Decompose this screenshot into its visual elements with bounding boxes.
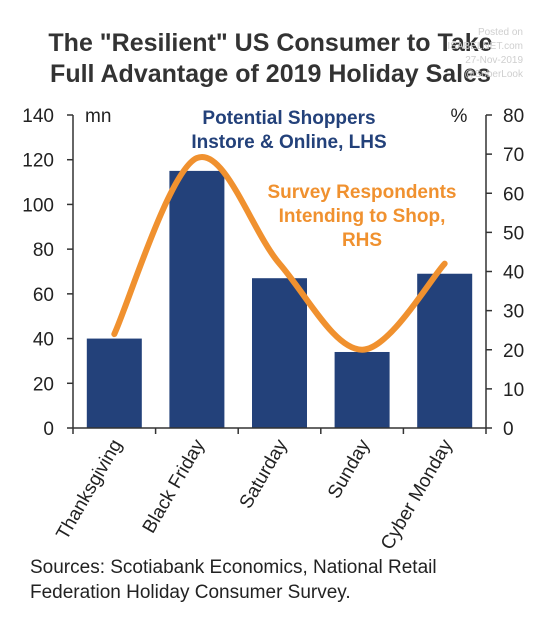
category-label-thanksgiving: Thanksgiving [52, 436, 126, 543]
left-axis-unit: mn [85, 106, 111, 127]
right-tick-label: 0 [503, 419, 514, 440]
right-tick-label: 70 [503, 145, 524, 166]
watermark: Posted on ISABELNET.com 27-Nov-2019 @Sob… [447, 26, 523, 82]
right-tick-label: 50 [503, 223, 524, 244]
bar-thanksgiving [86, 338, 142, 428]
source-note: Sources: Scotiabank Economics, National … [30, 555, 437, 605]
right-tick-label: 60 [503, 184, 524, 205]
chart-title: The "Resilient" US Consumer to Take Full… [0, 28, 541, 90]
source-note-line-2: Federation Holiday Consumer Survey. [30, 582, 351, 603]
chart-title-line-1: The "Resilient" US Consumer to Take [48, 29, 493, 57]
left-tick-label: 120 [22, 151, 54, 172]
bars-annotation-line-2: Instore & Online, LHS [191, 132, 386, 153]
bars-group [86, 170, 473, 428]
category-label-sunday: Sunday [324, 436, 375, 503]
watermark-line-4: @SoberLook [464, 69, 523, 80]
source-note-line-1: Sources: Scotiabank Economics, National … [30, 557, 437, 578]
watermark-line-3: 27-Nov-2019 [465, 55, 523, 66]
right-tick-label: 10 [503, 380, 524, 401]
left-tick-label: 100 [22, 195, 54, 216]
axes-group [67, 114, 492, 434]
bars-annotation-line-1: Potential Shoppers [202, 108, 375, 129]
left-tick-label: 140 [22, 106, 54, 127]
category-label-cyber-monday: Cyber Monday [377, 436, 457, 554]
right-tick-label: 20 [503, 341, 524, 362]
line-annotation-line-2: Intending to Shop, [279, 206, 446, 227]
left-tick-label: 60 [33, 285, 54, 306]
category-label-black-friday: Black Friday [139, 436, 210, 537]
left-tick-label: 0 [43, 419, 54, 440]
watermark-line-2: ISABELNET.com [447, 41, 523, 52]
line-group [111, 154, 448, 353]
bar-cyber-monday [417, 273, 473, 428]
left-tick-label: 80 [33, 240, 54, 261]
bar-saturday [252, 278, 307, 428]
bar-sunday [334, 351, 390, 428]
right-tick-label: 80 [503, 106, 524, 127]
left-tick-label: 20 [33, 374, 54, 395]
right-tick-label: 30 [503, 302, 524, 323]
line-annotation-line-3: RHS [342, 230, 382, 251]
bar-black-friday [169, 170, 225, 428]
left-tick-label: 40 [33, 330, 54, 351]
chart-title-line-2: Full Advantage of 2019 Holiday Sales [50, 60, 491, 88]
line-annotation-line-1: Survey Respondents [268, 182, 457, 203]
category-label-saturday: Saturday [236, 436, 292, 513]
watermark-line-1: Posted on [477, 27, 523, 38]
right-tick-label: 40 [503, 263, 524, 284]
right-axis-unit: % [451, 106, 468, 127]
survey-respondents-line [111, 154, 448, 353]
